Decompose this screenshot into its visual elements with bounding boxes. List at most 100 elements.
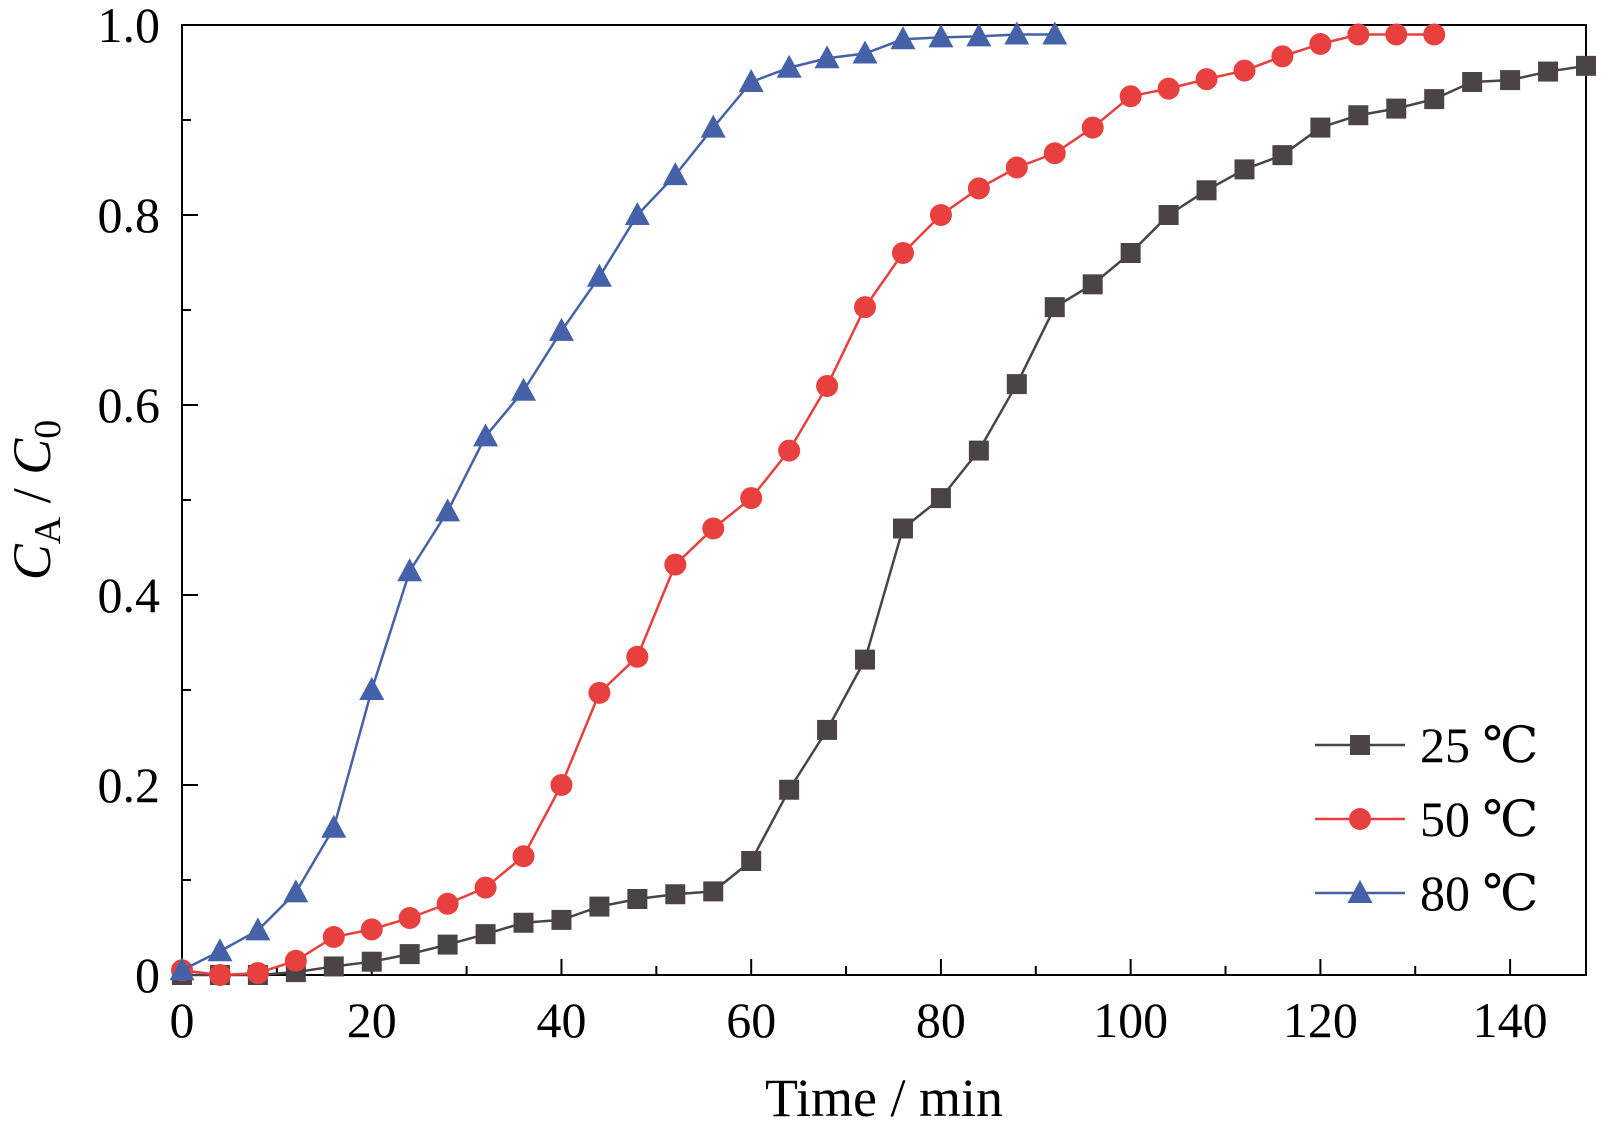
data-point-circle	[398, 907, 421, 929]
data-point-triangle	[321, 814, 347, 838]
data-point-triangle	[852, 40, 878, 64]
data-point-triangle	[397, 558, 423, 582]
data-point-triangle	[207, 938, 233, 962]
series-line	[181, 33, 1055, 972]
y-axis-title-c0: C	[2, 438, 62, 475]
data-point-circle	[550, 774, 573, 796]
data-point-square	[399, 944, 420, 965]
data-point-triangle	[359, 677, 385, 700]
data-point-circle	[322, 926, 345, 948]
data-point-circle	[967, 177, 990, 200]
y-tick-label: 0.8	[98, 187, 161, 243]
data-point-circle	[360, 918, 383, 941]
data-point-circle	[740, 487, 763, 510]
data-point-triangle	[511, 377, 537, 401]
data-point-square	[741, 851, 762, 871]
data-point-circle	[1271, 45, 1294, 68]
data-point-triangle	[738, 69, 764, 92]
data-point-square	[855, 649, 876, 670]
data-point-square	[703, 881, 724, 902]
data-point-circle	[929, 204, 952, 226]
x-tick-label: 60	[726, 992, 776, 1048]
data-point-triangle	[624, 202, 650, 225]
x-tick-label: 120	[1283, 992, 1358, 1048]
data-point-square	[627, 889, 648, 909]
data-point-square	[1196, 180, 1217, 201]
data-point-circle	[284, 949, 307, 972]
x-tick-label: 40	[536, 992, 586, 1048]
series-line	[182, 64, 1587, 977]
data-point-square	[475, 924, 496, 945]
data-point-circle	[1309, 33, 1332, 55]
legend-marker-triangle	[1347, 880, 1373, 903]
y-axis-title-slash: /	[2, 475, 62, 517]
series-triangle	[169, 21, 1068, 981]
data-point-square	[551, 909, 572, 930]
data-point-circle	[1005, 156, 1028, 179]
data-point-triangle	[814, 45, 840, 69]
data-point-triangle	[435, 498, 461, 522]
legend-label: 25 ℃	[1420, 717, 1538, 773]
data-point-circle	[891, 242, 914, 264]
data-point-square	[1538, 61, 1559, 82]
x-tick-label: 0	[170, 992, 195, 1048]
data-point-circle	[512, 845, 535, 868]
plot-frame	[181, 24, 1587, 976]
data-point-square	[437, 934, 458, 955]
data-point-square	[665, 884, 686, 905]
data-point-triangle	[586, 263, 612, 287]
x-axis-ticks: 0 20 40 60 80 100 120 140	[170, 959, 1548, 1048]
data-point-square	[779, 779, 800, 800]
data-point-triangle	[890, 26, 916, 50]
x-axis-title: Time / min	[765, 1068, 1003, 1121]
data-point-square	[1576, 55, 1596, 76]
data-point-square	[1082, 274, 1103, 295]
y-tick-label: 0.6	[98, 377, 161, 433]
data-point-square	[1424, 89, 1445, 110]
data-point-circle	[854, 296, 877, 319]
data-point-square	[892, 518, 913, 539]
data-point-circle	[588, 681, 611, 704]
data-point-square	[1158, 205, 1179, 225]
legend-item: 25 ℃	[1315, 717, 1538, 773]
data-point-triangle	[662, 162, 688, 186]
x-tick-label: 140	[1473, 992, 1548, 1048]
data-point-square	[361, 951, 382, 972]
data-point-circle	[1233, 59, 1256, 82]
data-point-circle	[246, 962, 269, 985]
data-point-square	[817, 719, 838, 740]
data-point-circle	[1195, 68, 1218, 91]
data-point-circle	[436, 892, 459, 915]
legend-label: 80 ℃	[1420, 865, 1538, 921]
x-tick-label: 20	[347, 992, 397, 1048]
data-point-square	[589, 896, 610, 917]
x-tick-label: 80	[916, 992, 966, 1048]
data-point-circle	[702, 517, 725, 540]
legend: 25 ℃ 50 ℃ 80 ℃	[1315, 717, 1538, 921]
legend-marker-square	[1350, 735, 1370, 755]
data-point-triangle	[700, 114, 726, 138]
data-point-square	[1348, 105, 1369, 126]
data-point-triangle	[966, 23, 992, 47]
y-axis-title-sub-a: A	[27, 516, 69, 544]
data-point-triangle	[283, 879, 309, 903]
legend-marker-circle	[1349, 808, 1371, 830]
y-axis-title-c: C	[2, 543, 62, 580]
y-axis-ticks: 0 0.2 0.4 0.6 0.8 1.0	[98, 0, 198, 1003]
data-point-square	[1500, 70, 1521, 91]
series-line	[181, 33, 1435, 977]
data-point-triangle	[928, 24, 954, 48]
data-point-circle	[1157, 77, 1180, 100]
data-point-square	[1234, 159, 1255, 180]
data-point-triangle	[1042, 21, 1068, 45]
data-point-circle	[1081, 116, 1104, 139]
data-point-triangle	[1004, 21, 1030, 45]
data-point-circle	[1347, 23, 1370, 46]
data-point-circle	[816, 375, 839, 397]
legend-item: 50 ℃	[1315, 791, 1538, 847]
data-point-circle	[1119, 85, 1142, 108]
series-circle	[171, 23, 1446, 986]
data-point-square	[513, 912, 534, 933]
data-point-circle	[208, 964, 231, 986]
